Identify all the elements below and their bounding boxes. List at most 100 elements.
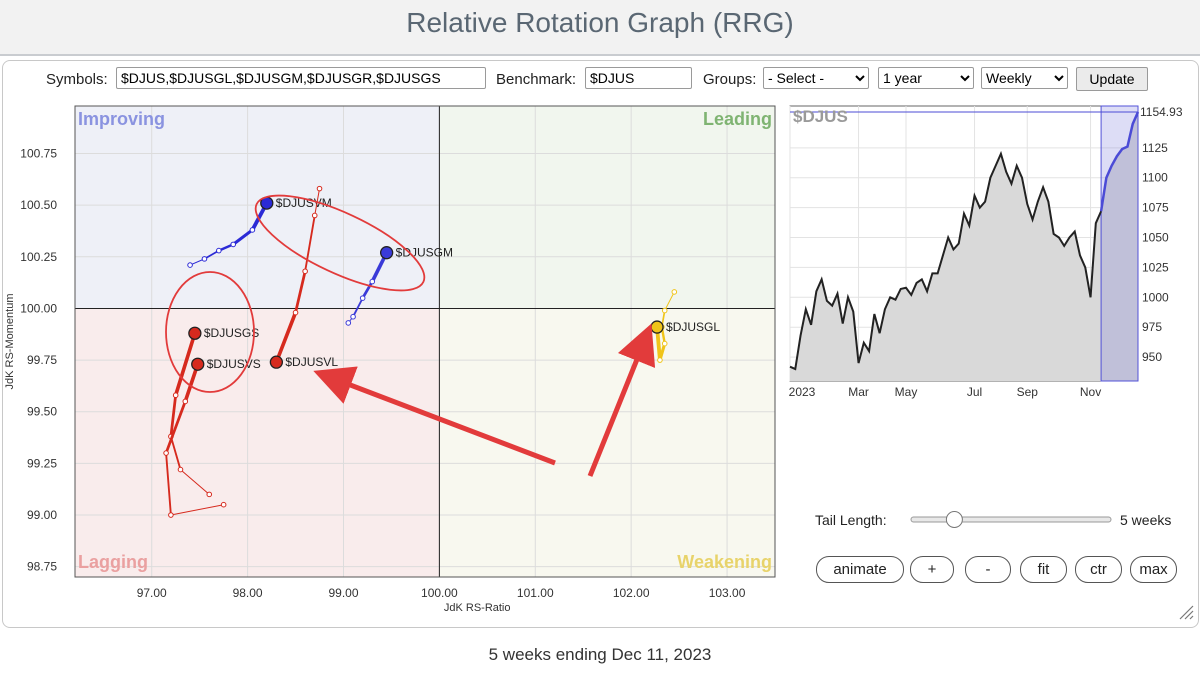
mini-last-value-label: 1154.93: [1140, 105, 1183, 119]
groups-select[interactable]: - Select -: [763, 67, 869, 89]
groups-label: Groups:: [703, 71, 757, 88]
rrg-chart[interactable]: 97.00 98.00 99.00 100.00 101.00 102.00 103.00 1…: [0, 95, 780, 625]
tail-point[interactable]: [216, 247, 222, 254]
x-axis-title: JdK RS-Ratio: [444, 602, 511, 614]
tail-segment: [169, 393, 178, 438]
y-tick-label: 99.50: [27, 405, 57, 419]
mini-y-tick-label: 1100: [1142, 171, 1168, 185]
tail-point[interactable]: [369, 278, 376, 285]
x-tick-label: 100.00: [421, 586, 458, 600]
tail-segment: [164, 400, 187, 455]
y-tick-label: 99.00: [27, 508, 57, 522]
mini-x-tick-label: Sep: [1017, 385, 1039, 399]
series-djusvs[interactable]: $DJUSVS: [163, 357, 261, 518]
mini-chart-title: $DJUS: [793, 107, 848, 126]
mini-x-tick-label: May: [895, 385, 918, 399]
mini-y-tick-label: 1050: [1142, 231, 1169, 245]
y-tick-label: 100.25: [20, 250, 57, 264]
tail-segment: [165, 452, 172, 516]
tail-point[interactable]: [657, 357, 663, 363]
fit-button[interactable]: fit: [1020, 556, 1067, 583]
tail-point[interactable]: [661, 307, 668, 314]
series-djusgm[interactable]: $DJUSGM: [345, 246, 453, 326]
x-tick-label: 102.00: [613, 586, 650, 600]
tail-segment: [173, 331, 197, 398]
series-label: $DJUSGM: [396, 246, 453, 260]
mini-y-tick-label: 950: [1142, 350, 1162, 364]
mini-y-tick-label: 1000: [1142, 290, 1169, 304]
tail-point[interactable]: [316, 185, 323, 192]
tail-point[interactable]: [201, 256, 208, 262]
tail-segment: [361, 280, 374, 300]
benchmark-input[interactable]: [585, 67, 692, 89]
series-djusgl[interactable]: $DJUSGL: [650, 289, 720, 363]
series-djusgs[interactable]: $DJUSGS: [168, 326, 260, 498]
mini-x-tick-label: 2023: [789, 385, 816, 399]
tail-point[interactable]: [220, 501, 227, 508]
mini-x-tick-label: Nov: [1080, 385, 1101, 399]
update-button[interactable]: Update: [1076, 67, 1148, 91]
mini-x-tick-label: Mar: [848, 385, 869, 399]
tail-point[interactable]: [249, 227, 256, 233]
tail-point[interactable]: [311, 212, 318, 219]
tail-point[interactable]: [671, 289, 678, 295]
quadrant-label-leading: Leading: [703, 109, 772, 129]
frequency-select[interactable]: Weekly: [981, 67, 1068, 89]
tail-length-value: 5 weeks: [1120, 512, 1172, 528]
quadrant-lagging: [75, 308, 440, 577]
y-tick-label: 100.50: [20, 198, 57, 212]
tail-point[interactable]: [661, 340, 668, 347]
center-button[interactable]: ctr: [1075, 556, 1122, 583]
tail-point[interactable]: [302, 268, 308, 275]
quadrant-improving: [75, 106, 440, 309]
tail-point[interactable]: [182, 398, 189, 405]
tail-point[interactable]: [350, 313, 356, 320]
resize-handle-icon[interactable]: [1178, 604, 1194, 620]
tail-point[interactable]: [187, 262, 193, 268]
zoom-in-button[interactable]: +: [910, 556, 954, 583]
tail-point[interactable]: [168, 512, 174, 518]
period-select[interactable]: 1 year: [878, 67, 974, 89]
tail-point[interactable]: [292, 309, 299, 316]
zoom-out-button[interactable]: -: [965, 556, 1011, 583]
tail-point[interactable]: [163, 450, 169, 456]
series-label: $DJUSGL: [666, 320, 720, 334]
tail-length-control: Tail Length: 5 weeks: [815, 511, 1171, 528]
slider-thumb[interactable]: [945, 511, 963, 528]
tail-segment: [170, 504, 225, 516]
tail-segment: [352, 297, 364, 318]
tail-length-slider[interactable]: [907, 509, 1127, 531]
animate-button[interactable]: animate: [816, 556, 904, 583]
x-tick-label: 99.00: [328, 586, 358, 600]
page-title: Relative Rotation Graph (RRG): [406, 7, 794, 38]
y-tick-label: 98.75: [27, 560, 57, 574]
symbols-input[interactable]: [116, 67, 486, 89]
slider-track[interactable]: [910, 516, 1112, 523]
tail-segment: [274, 310, 298, 364]
head-point[interactable]: [269, 355, 284, 369]
head-point[interactable]: [379, 246, 394, 260]
quadrant-label-weakening: Weakening: [677, 552, 772, 572]
head-point[interactable]: [188, 326, 202, 340]
annotation-arrow-up: [587, 323, 656, 477]
tail-point[interactable]: [345, 320, 352, 326]
x-tick-label: 97.00: [137, 586, 167, 600]
head-point[interactable]: [191, 357, 205, 371]
tail-point[interactable]: [172, 392, 179, 399]
series-label: $DJUSGS: [204, 326, 259, 340]
tail-point[interactable]: [359, 295, 366, 301]
mini-price-line: [789, 150, 1103, 371]
annotation-arrow-left: [313, 366, 556, 466]
toolbar: Symbols: Benchmark: Groups: - Select - 1…: [0, 65, 1200, 95]
series-djusvl[interactable]: $DJUSVL: [269, 185, 338, 369]
head-point[interactable]: [650, 320, 664, 334]
tail-point[interactable]: [206, 491, 213, 498]
tail-point[interactable]: [230, 241, 237, 248]
x-tick-label: 98.00: [233, 586, 263, 600]
series-label: $DJUSVL: [285, 355, 338, 369]
symbols-label: Symbols:: [46, 71, 108, 88]
max-button[interactable]: max: [1130, 556, 1177, 583]
tail-point[interactable]: [177, 466, 184, 473]
y-tick-label: 99.25: [27, 456, 57, 470]
title-bar: Relative Rotation Graph (RRG): [0, 0, 1200, 56]
